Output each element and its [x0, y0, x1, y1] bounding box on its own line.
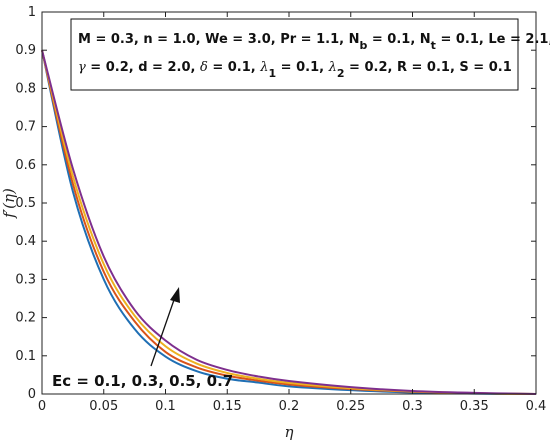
y-tick-label: 0.5	[15, 196, 36, 211]
ticks-layer: 0 0.05 0.1 0.15 0.2 0.25 0.3 0.35 0.4 0 0.1 0.2 0.3 0…	[15, 5, 546, 414]
y-tick-label: 1	[28, 5, 36, 20]
y-tick-label: 0.8	[15, 81, 36, 96]
x-tick-label: 0.05	[89, 399, 118, 414]
x-tick-label: 0.4	[526, 399, 547, 414]
y-tick-label: 0.9	[15, 43, 36, 58]
y-tick-label: 0	[28, 387, 36, 402]
y-tick-label: 0.2	[15, 311, 36, 326]
x-tick-label: 0.35	[460, 399, 489, 414]
y-tick-label: 0.7	[15, 120, 36, 135]
x-tick-label: 0.3	[402, 399, 423, 414]
y-tick-label: 0.3	[15, 272, 36, 287]
params-line-1: M = 0.3, n = 1.0, We = 3.0, Pr = 1.1, Nb…	[78, 32, 550, 52]
ec-arrow	[150, 287, 180, 367]
y-tick-label: 0.4	[15, 234, 36, 249]
x-tick-label: 0.15	[213, 399, 242, 414]
ec-arrow-head	[170, 287, 180, 303]
params-line-2: γ = 0.2, d = 2.0, δ = 0.1, λ1 = 0.1, λ2 …	[78, 60, 512, 80]
plot-frame	[41, 11, 537, 395]
y-tick-label: 0.1	[15, 349, 36, 364]
x-axis-label: η	[285, 423, 294, 441]
y-axis-label: f′(η)	[0, 188, 18, 219]
x-tick-label: 0.2	[279, 399, 300, 414]
params-box-frame	[70, 18, 519, 91]
y-tick-label: 0.6	[15, 158, 36, 173]
x-tick-label: 0	[38, 399, 46, 414]
params-box: M = 0.3, n = 1.0, We = 3.0, Pr = 1.1, Nb…	[70, 18, 550, 91]
ec-annotation: Ec = 0.1, 0.3, 0.5, 0.7	[52, 372, 233, 390]
x-tick-label: 0.1	[155, 399, 176, 414]
ec-arrow-shaft	[150, 296, 176, 367]
x-tick-label: 0.25	[336, 399, 365, 414]
